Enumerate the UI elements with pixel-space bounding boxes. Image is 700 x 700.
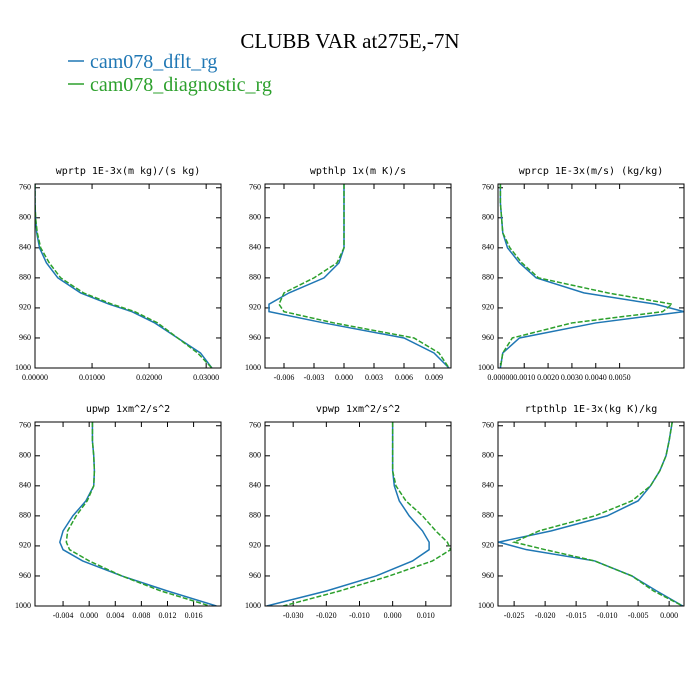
y-tick-label: 1000 (478, 363, 494, 372)
y-tick-label: 840 (249, 243, 261, 252)
legend-label: cam078_dflt_rg (90, 51, 217, 73)
plot-frame (497, 421, 685, 607)
x-tick-label: 0.010 (417, 611, 435, 620)
y-tick-label: 920 (482, 303, 494, 312)
x-tick-label: -0.025 (504, 611, 525, 620)
profile-line (278, 184, 450, 368)
x-tick-label: 0.004 (106, 611, 124, 620)
x-tick-label: 0.02000 (136, 373, 162, 382)
y-tick-label: 840 (19, 243, 31, 252)
y-tick-label: 920 (249, 303, 261, 312)
x-tick-label: 0.0040 (585, 373, 607, 382)
y-tick-label: 760 (249, 183, 261, 192)
y-tick-label: 800 (249, 213, 261, 222)
y-tick-label: 760 (482, 421, 494, 430)
y-tick-label: 880 (19, 273, 31, 282)
x-tick-label: 0.009 (425, 373, 443, 382)
x-tick-label: 0.000 (660, 611, 678, 620)
y-tick-label: 880 (19, 511, 31, 520)
x-tick-label: 0.016 (185, 611, 203, 620)
y-tick-label: 840 (19, 481, 31, 490)
x-tick-label: -0.010 (349, 611, 370, 620)
panel-title: wprtp 1E-3x(m kg)/(s kg) (56, 166, 201, 177)
y-tick-label: 920 (482, 541, 494, 550)
profile-line (35, 184, 213, 368)
x-tick-label: -0.020 (535, 611, 556, 620)
profile-line (283, 422, 451, 606)
x-tick-label: 0.00000 (487, 373, 513, 382)
y-tick-label: 880 (482, 273, 494, 282)
y-tick-label: 760 (19, 421, 31, 430)
panel-title: vpwp 1xm^2/s^2 (316, 404, 400, 415)
y-tick-label: 800 (19, 451, 31, 460)
x-tick-label: 0.000 (335, 373, 353, 382)
y-tick-label: 800 (249, 451, 261, 460)
y-tick-label: 960 (482, 571, 494, 580)
profile-line (499, 184, 674, 368)
y-tick-label: 760 (482, 183, 494, 192)
plot-frame (264, 183, 452, 369)
panel-title: wprcp 1E-3x(m/s) (kg/kg) (519, 166, 664, 177)
plot-frame (264, 421, 452, 607)
y-tick-label: 800 (482, 213, 494, 222)
plot-frame (34, 183, 222, 369)
y-tick-label: 840 (482, 243, 494, 252)
y-tick-label: 1000 (245, 601, 261, 610)
y-tick-label: 760 (19, 183, 31, 192)
y-tick-label: 960 (249, 571, 261, 580)
legend-label: cam078_diagnostic_rg (90, 74, 272, 96)
y-tick-label: 800 (19, 213, 31, 222)
profile-line (511, 422, 684, 606)
x-tick-label: 0.012 (158, 611, 176, 620)
x-tick-label: -0.006 (274, 373, 295, 382)
y-tick-label: 1000 (15, 601, 31, 610)
x-tick-label: 0.00000 (22, 373, 48, 382)
profile-line (65, 422, 211, 606)
y-tick-label: 960 (249, 333, 261, 342)
y-tick-label: 920 (19, 303, 31, 312)
y-tick-label: 760 (249, 421, 261, 430)
x-tick-label: 0.000 (384, 611, 402, 620)
y-tick-label: 920 (19, 541, 31, 550)
x-tick-label: 0.0020 (537, 373, 559, 382)
plot-frame (34, 421, 222, 607)
y-tick-label: 1000 (245, 363, 261, 372)
x-tick-label: -0.010 (597, 611, 618, 620)
x-tick-label: 0.01000 (79, 373, 105, 382)
panel-title: wpthlp 1x(m K)/s (310, 166, 406, 177)
y-tick-label: 880 (249, 273, 261, 282)
x-tick-label: 0.003 (365, 373, 383, 382)
y-tick-label: 960 (482, 333, 494, 342)
x-tick-label: -0.020 (316, 611, 337, 620)
x-tick-label: 0.0010 (513, 373, 535, 382)
x-tick-label: 0.0030 (561, 373, 583, 382)
y-tick-label: 880 (482, 511, 494, 520)
y-tick-label: 960 (19, 333, 31, 342)
y-tick-label: 960 (19, 571, 31, 580)
x-tick-label: 0.03000 (193, 373, 219, 382)
x-tick-label: 0.008 (132, 611, 150, 620)
x-tick-label: -0.003 (304, 373, 325, 382)
x-tick-label: -0.005 (628, 611, 649, 620)
x-tick-label: -0.004 (53, 611, 74, 620)
y-tick-label: 1000 (15, 363, 31, 372)
y-tick-label: 840 (482, 481, 494, 490)
y-tick-label: 840 (249, 481, 261, 490)
x-tick-label: -0.015 (566, 611, 587, 620)
y-tick-label: 1000 (478, 601, 494, 610)
y-tick-label: 920 (249, 541, 261, 550)
x-tick-label: 0.006 (395, 373, 413, 382)
x-tick-label: -0.030 (283, 611, 304, 620)
x-tick-label: 0.000 (80, 611, 98, 620)
x-tick-label: 0.0050 (609, 373, 631, 382)
figure-title: CLUBB VAR at275E,-7N (240, 29, 459, 53)
y-tick-label: 800 (482, 451, 494, 460)
y-tick-label: 880 (249, 511, 261, 520)
panel-title: rtpthlp 1E-3x(kg K)/kg (525, 404, 657, 415)
plot-frame (497, 183, 685, 369)
panel-title: upwp 1xm^2/s^2 (86, 404, 170, 415)
